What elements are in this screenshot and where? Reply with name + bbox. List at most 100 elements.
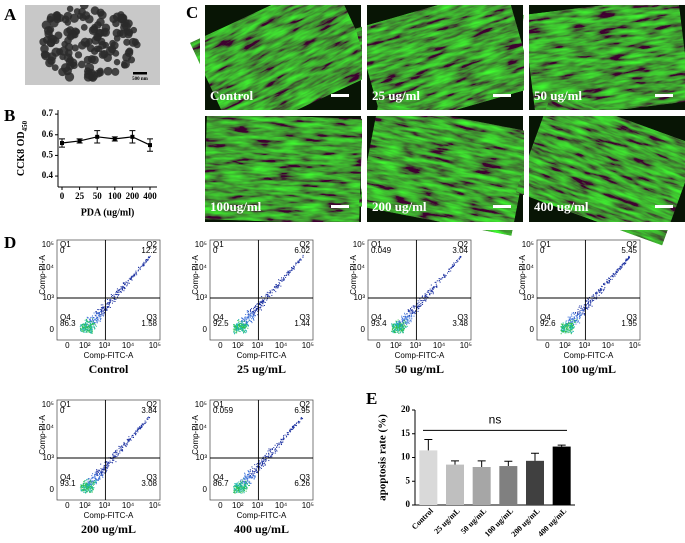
event <box>238 481 240 483</box>
event <box>404 312 406 314</box>
event <box>106 469 108 471</box>
event <box>86 490 88 492</box>
event <box>234 327 236 329</box>
scale-bar <box>655 94 673 97</box>
event <box>598 294 600 296</box>
event <box>239 480 241 482</box>
event <box>261 463 263 465</box>
event <box>94 473 96 475</box>
x-tick-label: 25 ug/mL <box>432 506 461 535</box>
event <box>102 307 104 309</box>
event <box>140 425 142 427</box>
line <box>61 136 151 146</box>
event <box>411 311 413 313</box>
event <box>85 487 87 489</box>
event <box>247 475 249 477</box>
event <box>237 490 239 492</box>
event <box>280 277 282 279</box>
event <box>602 289 604 291</box>
event <box>627 258 629 260</box>
event <box>87 478 89 480</box>
event <box>100 304 102 306</box>
event <box>140 428 142 430</box>
event <box>447 272 449 274</box>
event <box>274 444 276 446</box>
event <box>402 327 404 329</box>
event <box>84 492 86 494</box>
event <box>598 291 600 293</box>
event <box>252 311 254 313</box>
event <box>392 326 394 328</box>
event <box>135 272 137 274</box>
event <box>591 295 593 297</box>
event <box>399 329 401 331</box>
event <box>266 298 268 300</box>
event <box>98 477 100 479</box>
event <box>448 268 450 270</box>
event <box>295 264 297 266</box>
event <box>278 284 280 286</box>
event <box>405 315 407 317</box>
x-tick-label: 10³ <box>99 341 111 350</box>
event <box>260 467 262 469</box>
particle <box>122 52 132 62</box>
event <box>402 321 404 323</box>
event <box>563 330 565 332</box>
event <box>244 479 246 481</box>
event <box>104 469 106 471</box>
event <box>564 332 566 334</box>
event <box>606 280 608 282</box>
event <box>569 318 571 320</box>
event <box>109 300 111 302</box>
event <box>80 490 82 492</box>
event <box>141 265 143 267</box>
event <box>397 331 399 333</box>
event <box>243 323 245 325</box>
event <box>289 431 291 433</box>
event <box>400 327 402 329</box>
error-bar <box>557 444 566 447</box>
event <box>393 330 395 332</box>
event <box>132 435 134 437</box>
event <box>287 432 289 434</box>
event <box>93 483 95 485</box>
event <box>569 327 571 329</box>
event <box>100 315 102 317</box>
event <box>90 326 92 328</box>
event <box>126 444 128 446</box>
event <box>277 286 279 288</box>
event <box>110 457 112 459</box>
event <box>592 299 594 301</box>
event <box>285 276 287 278</box>
event <box>83 323 85 325</box>
x-tick-label: 10² <box>232 501 244 510</box>
event <box>562 327 564 329</box>
event <box>142 424 144 426</box>
event <box>396 325 398 327</box>
event <box>258 460 260 462</box>
event <box>93 322 95 324</box>
event <box>569 326 571 328</box>
event <box>249 469 251 471</box>
event <box>448 271 450 273</box>
event <box>450 270 452 272</box>
event <box>87 487 89 489</box>
event <box>407 319 409 321</box>
event <box>104 465 106 467</box>
event <box>101 312 103 314</box>
event <box>85 480 87 482</box>
event <box>628 257 630 259</box>
event <box>88 485 90 487</box>
event <box>570 318 572 320</box>
particle <box>79 14 87 22</box>
event <box>401 327 403 329</box>
event <box>616 271 618 273</box>
event <box>91 480 93 482</box>
particle <box>103 66 113 76</box>
event <box>84 488 86 490</box>
event <box>236 325 238 327</box>
event <box>249 482 251 484</box>
bar <box>526 460 544 505</box>
particle <box>90 55 99 65</box>
